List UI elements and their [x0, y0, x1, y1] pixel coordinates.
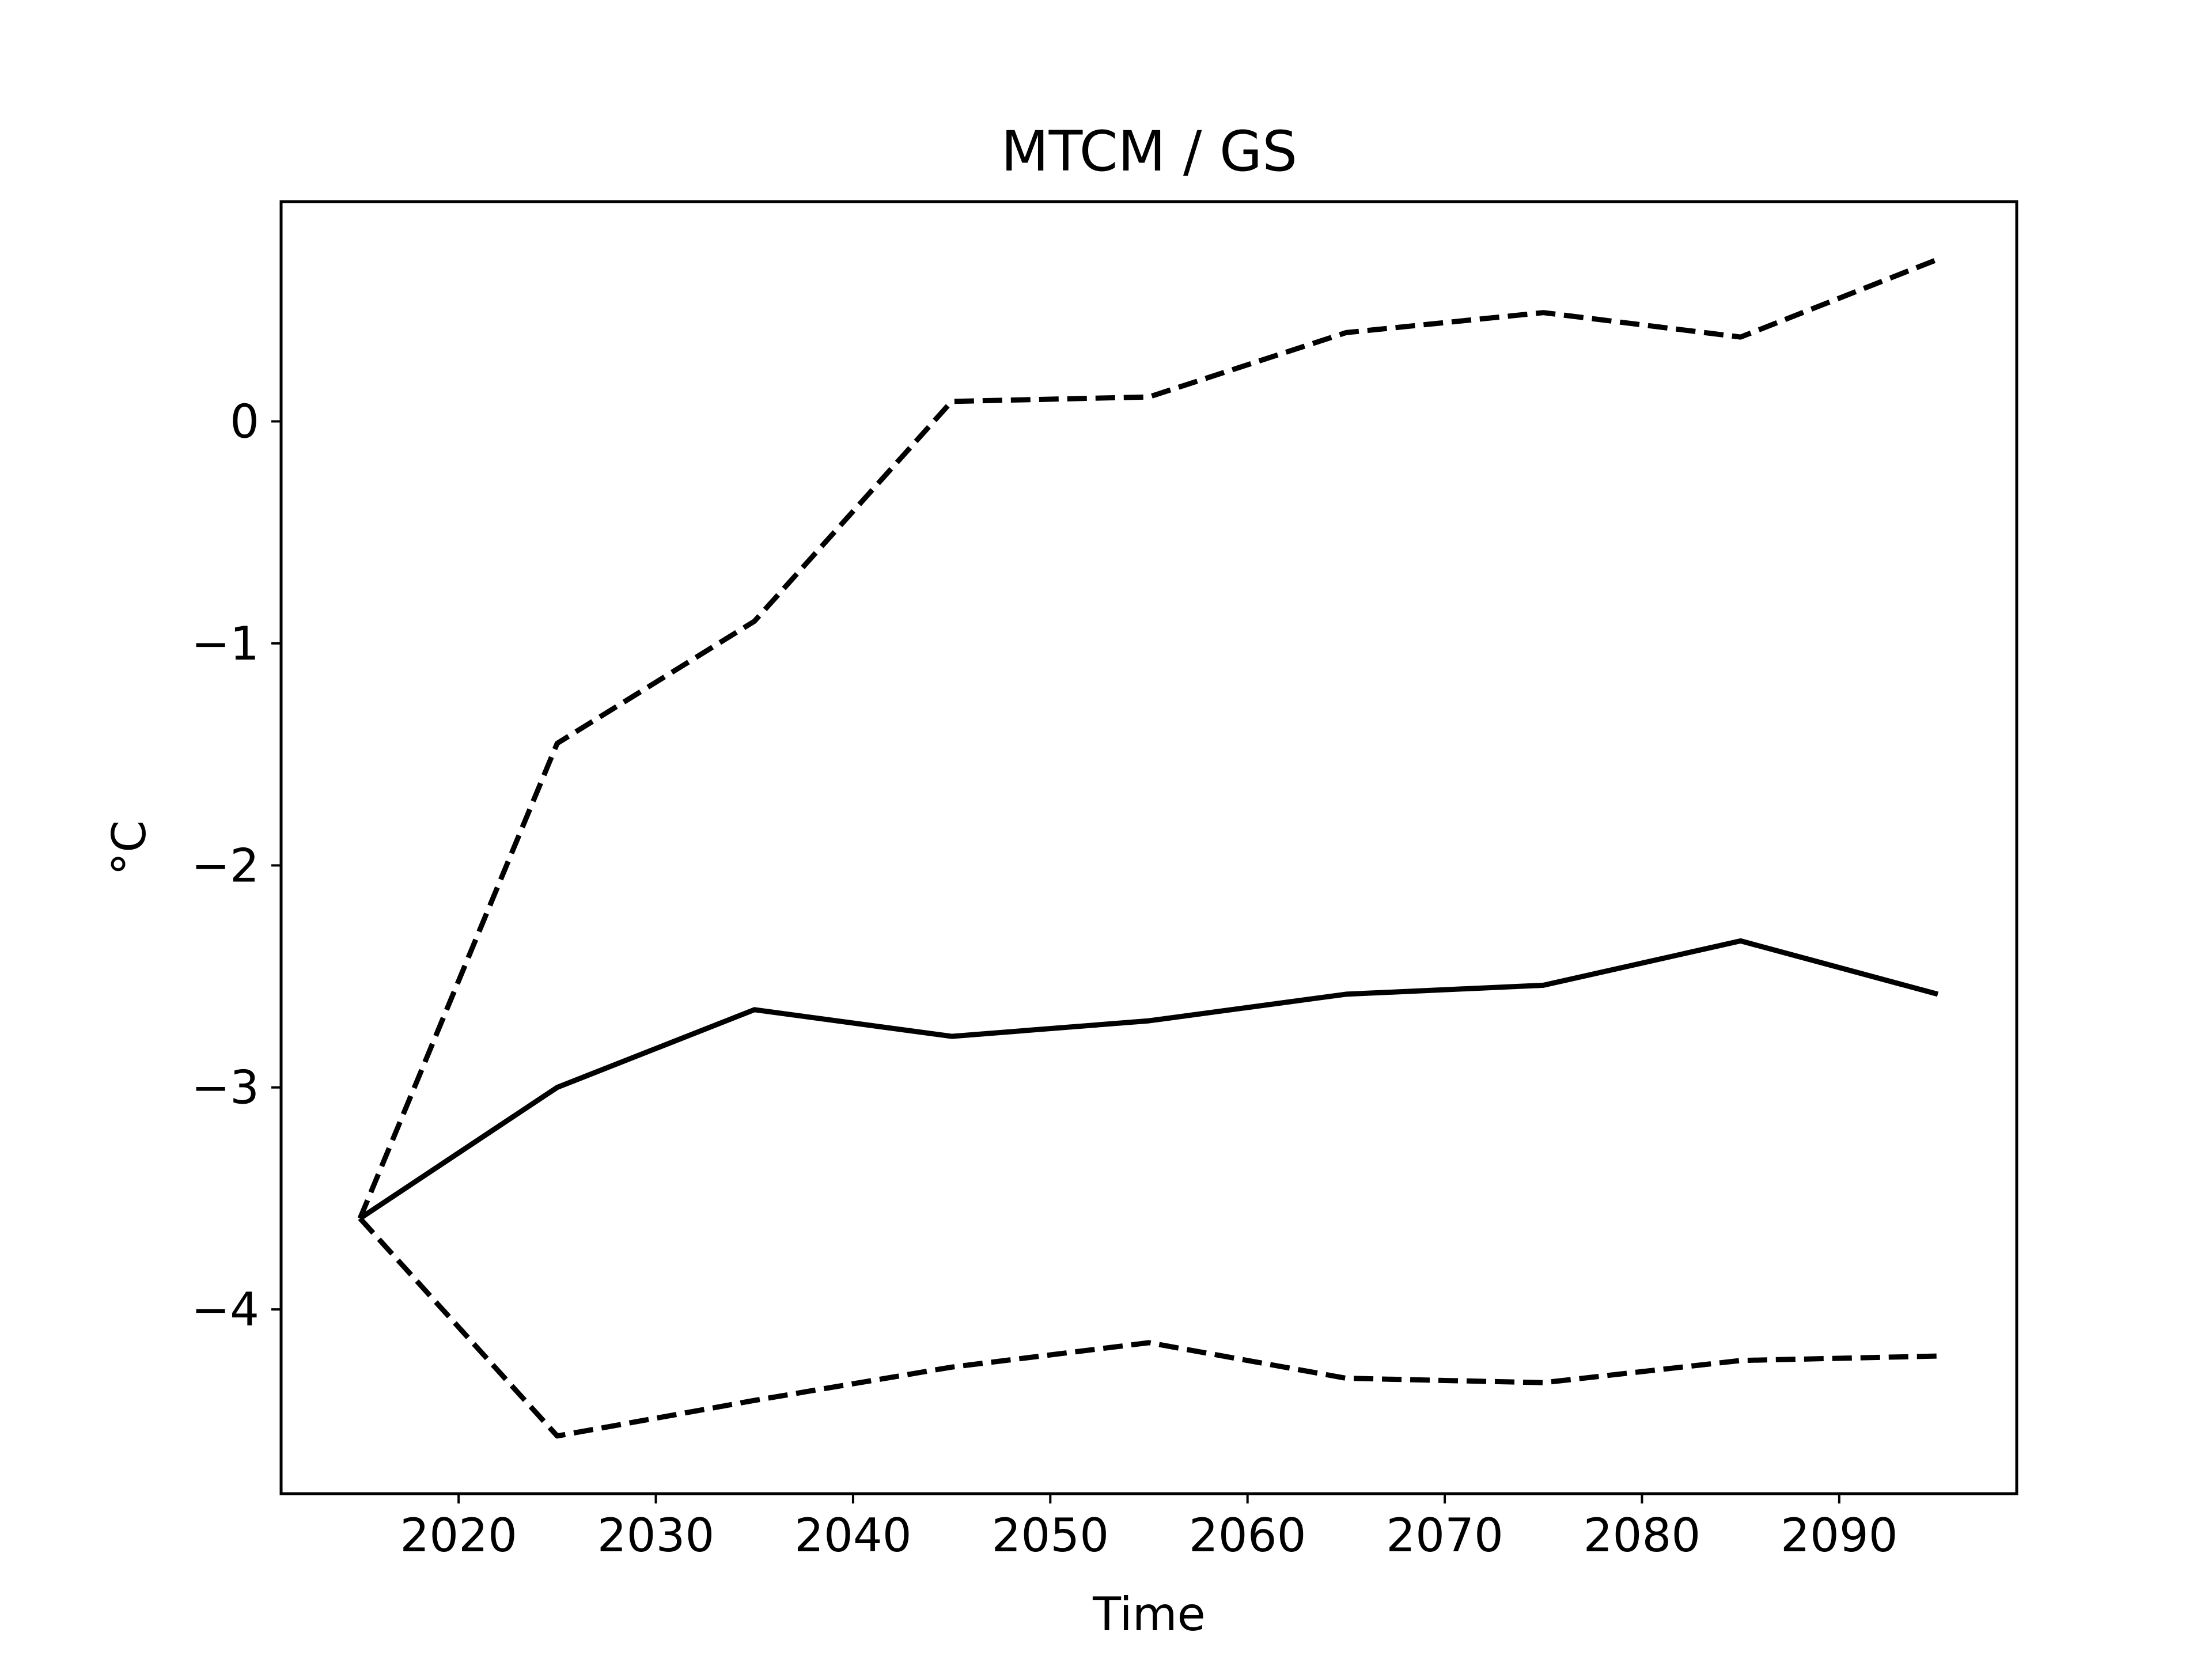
x-axis-label: Time — [1092, 1588, 1206, 1641]
series-line-2 — [358, 938, 1939, 1221]
y-axis-label: °C — [103, 820, 156, 876]
x-tick-label-2080: 2080 — [1584, 1509, 1701, 1562]
series-layer — [357, 257, 1939, 1439]
chart-title: MTCM / GS — [1001, 119, 1297, 184]
x-tick-label-2030: 2030 — [597, 1509, 715, 1562]
x-tick-label-2090: 2090 — [1781, 1509, 1898, 1562]
y-tick-label--4: −4 — [191, 1283, 259, 1336]
y-tick-label--2: −2 — [191, 839, 259, 892]
x-tick-label-2070: 2070 — [1386, 1509, 1503, 1562]
x-tick-label-2040: 2040 — [794, 1509, 912, 1562]
y-tick-label--3: −3 — [191, 1061, 259, 1115]
series-line-3 — [358, 1217, 1938, 1439]
y-tick-label-0: 0 — [230, 395, 259, 449]
x-tick-label-2020: 2020 — [400, 1509, 517, 1562]
x-axis: 2020 2030 2040 2050 2060 2070 2080 2090 — [400, 1494, 1898, 1562]
y-tick-label--1: −1 — [191, 617, 259, 671]
x-tick-label-2050: 2050 — [992, 1509, 1109, 1562]
plot-frame — [279, 200, 2018, 1495]
y-axis: 0 −1 −2 −3 −4 — [191, 395, 281, 1336]
x-tick-label-2060: 2060 — [1189, 1509, 1306, 1562]
